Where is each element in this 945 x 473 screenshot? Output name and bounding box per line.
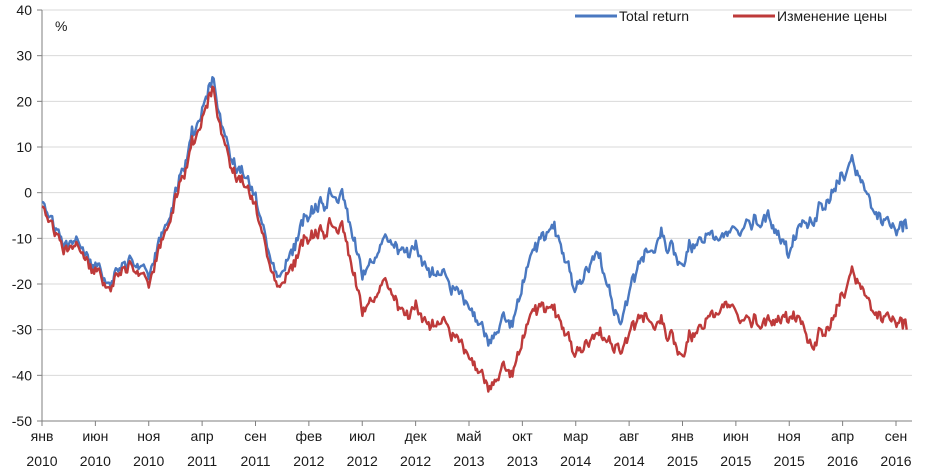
x-tick-month: апр bbox=[831, 428, 854, 444]
x-tick-month: сен bbox=[885, 428, 908, 444]
y-tick-label: -30 bbox=[12, 322, 32, 338]
x-tick-year: 2013 bbox=[453, 453, 484, 469]
x-tick-month: ноя bbox=[137, 428, 160, 444]
y-tick-label: -20 bbox=[12, 276, 32, 292]
y-tick-label: 10 bbox=[16, 139, 32, 155]
x-tick-month: янв bbox=[671, 428, 694, 444]
series-lines bbox=[41, 76, 908, 393]
x-tick-month: мар bbox=[563, 428, 588, 444]
x-tick-year: 2016 bbox=[827, 453, 858, 469]
legend-label-1: Изменение цены bbox=[777, 8, 887, 24]
x-tick-year: 2010 bbox=[26, 453, 57, 469]
x-tick-month: фев bbox=[295, 428, 322, 444]
x-tick-month: авг bbox=[619, 428, 639, 444]
series-line-0 bbox=[41, 76, 908, 347]
axes bbox=[37, 9, 912, 426]
y-tick-label: -40 bbox=[12, 367, 32, 383]
x-tick-year: 2011 bbox=[187, 453, 217, 469]
x-tick-year: 2016 bbox=[880, 453, 911, 469]
x-tick-month: июн bbox=[723, 428, 749, 444]
x-tick-month: май bbox=[456, 428, 481, 444]
y-tick-label: 40 bbox=[16, 2, 32, 18]
x-tick-year: 2011 bbox=[240, 453, 270, 469]
y-tick-label: 20 bbox=[16, 93, 32, 109]
x-tick-month: янв bbox=[31, 428, 54, 444]
x-tick-year: 2013 bbox=[507, 453, 538, 469]
x-tick-month: сен bbox=[244, 428, 267, 444]
grid-lines bbox=[42, 9, 912, 376]
x-tick-month: дек bbox=[405, 428, 428, 444]
x-tick-year: 2015 bbox=[720, 453, 751, 469]
y-tick-labels: 40 30 20 10 0 -10 -20 -30 -40 -50 bbox=[12, 2, 32, 429]
x-tick-month: июл bbox=[349, 428, 375, 444]
x-tick-year: 2012 bbox=[293, 453, 324, 469]
x-tick-year: 2012 bbox=[400, 453, 431, 469]
x-tick-year: 2015 bbox=[774, 453, 805, 469]
legend-label-0: Total return bbox=[619, 8, 689, 24]
x-tick-year: 2014 bbox=[614, 453, 645, 469]
x-tick-month: апр bbox=[191, 428, 214, 444]
y-tick-label: -50 bbox=[12, 413, 32, 429]
y-tick-label: 0 bbox=[24, 185, 32, 201]
y-tick-label: -10 bbox=[12, 230, 32, 246]
x-tick-year: 2015 bbox=[667, 453, 698, 469]
x-tick-year: 2014 bbox=[560, 453, 591, 469]
x-tick-month: июн bbox=[82, 428, 108, 444]
x-tick-year: 2010 bbox=[80, 453, 111, 469]
x-tick-labels: янв 2010 июн 2010 ноя 2010 апр 2011 сен 2011 фев 20… bbox=[26, 428, 911, 469]
x-tick-year: 2010 bbox=[133, 453, 164, 469]
y-unit-label: % bbox=[55, 18, 67, 34]
x-tick-year: 2012 bbox=[347, 453, 378, 469]
y-tick-label: 30 bbox=[16, 48, 32, 64]
x-tick-month: окт bbox=[512, 428, 533, 444]
legend: Total return Изменение цены bbox=[575, 8, 887, 24]
x-tick-month: ноя bbox=[778, 428, 801, 444]
series-line-1 bbox=[41, 85, 908, 393]
